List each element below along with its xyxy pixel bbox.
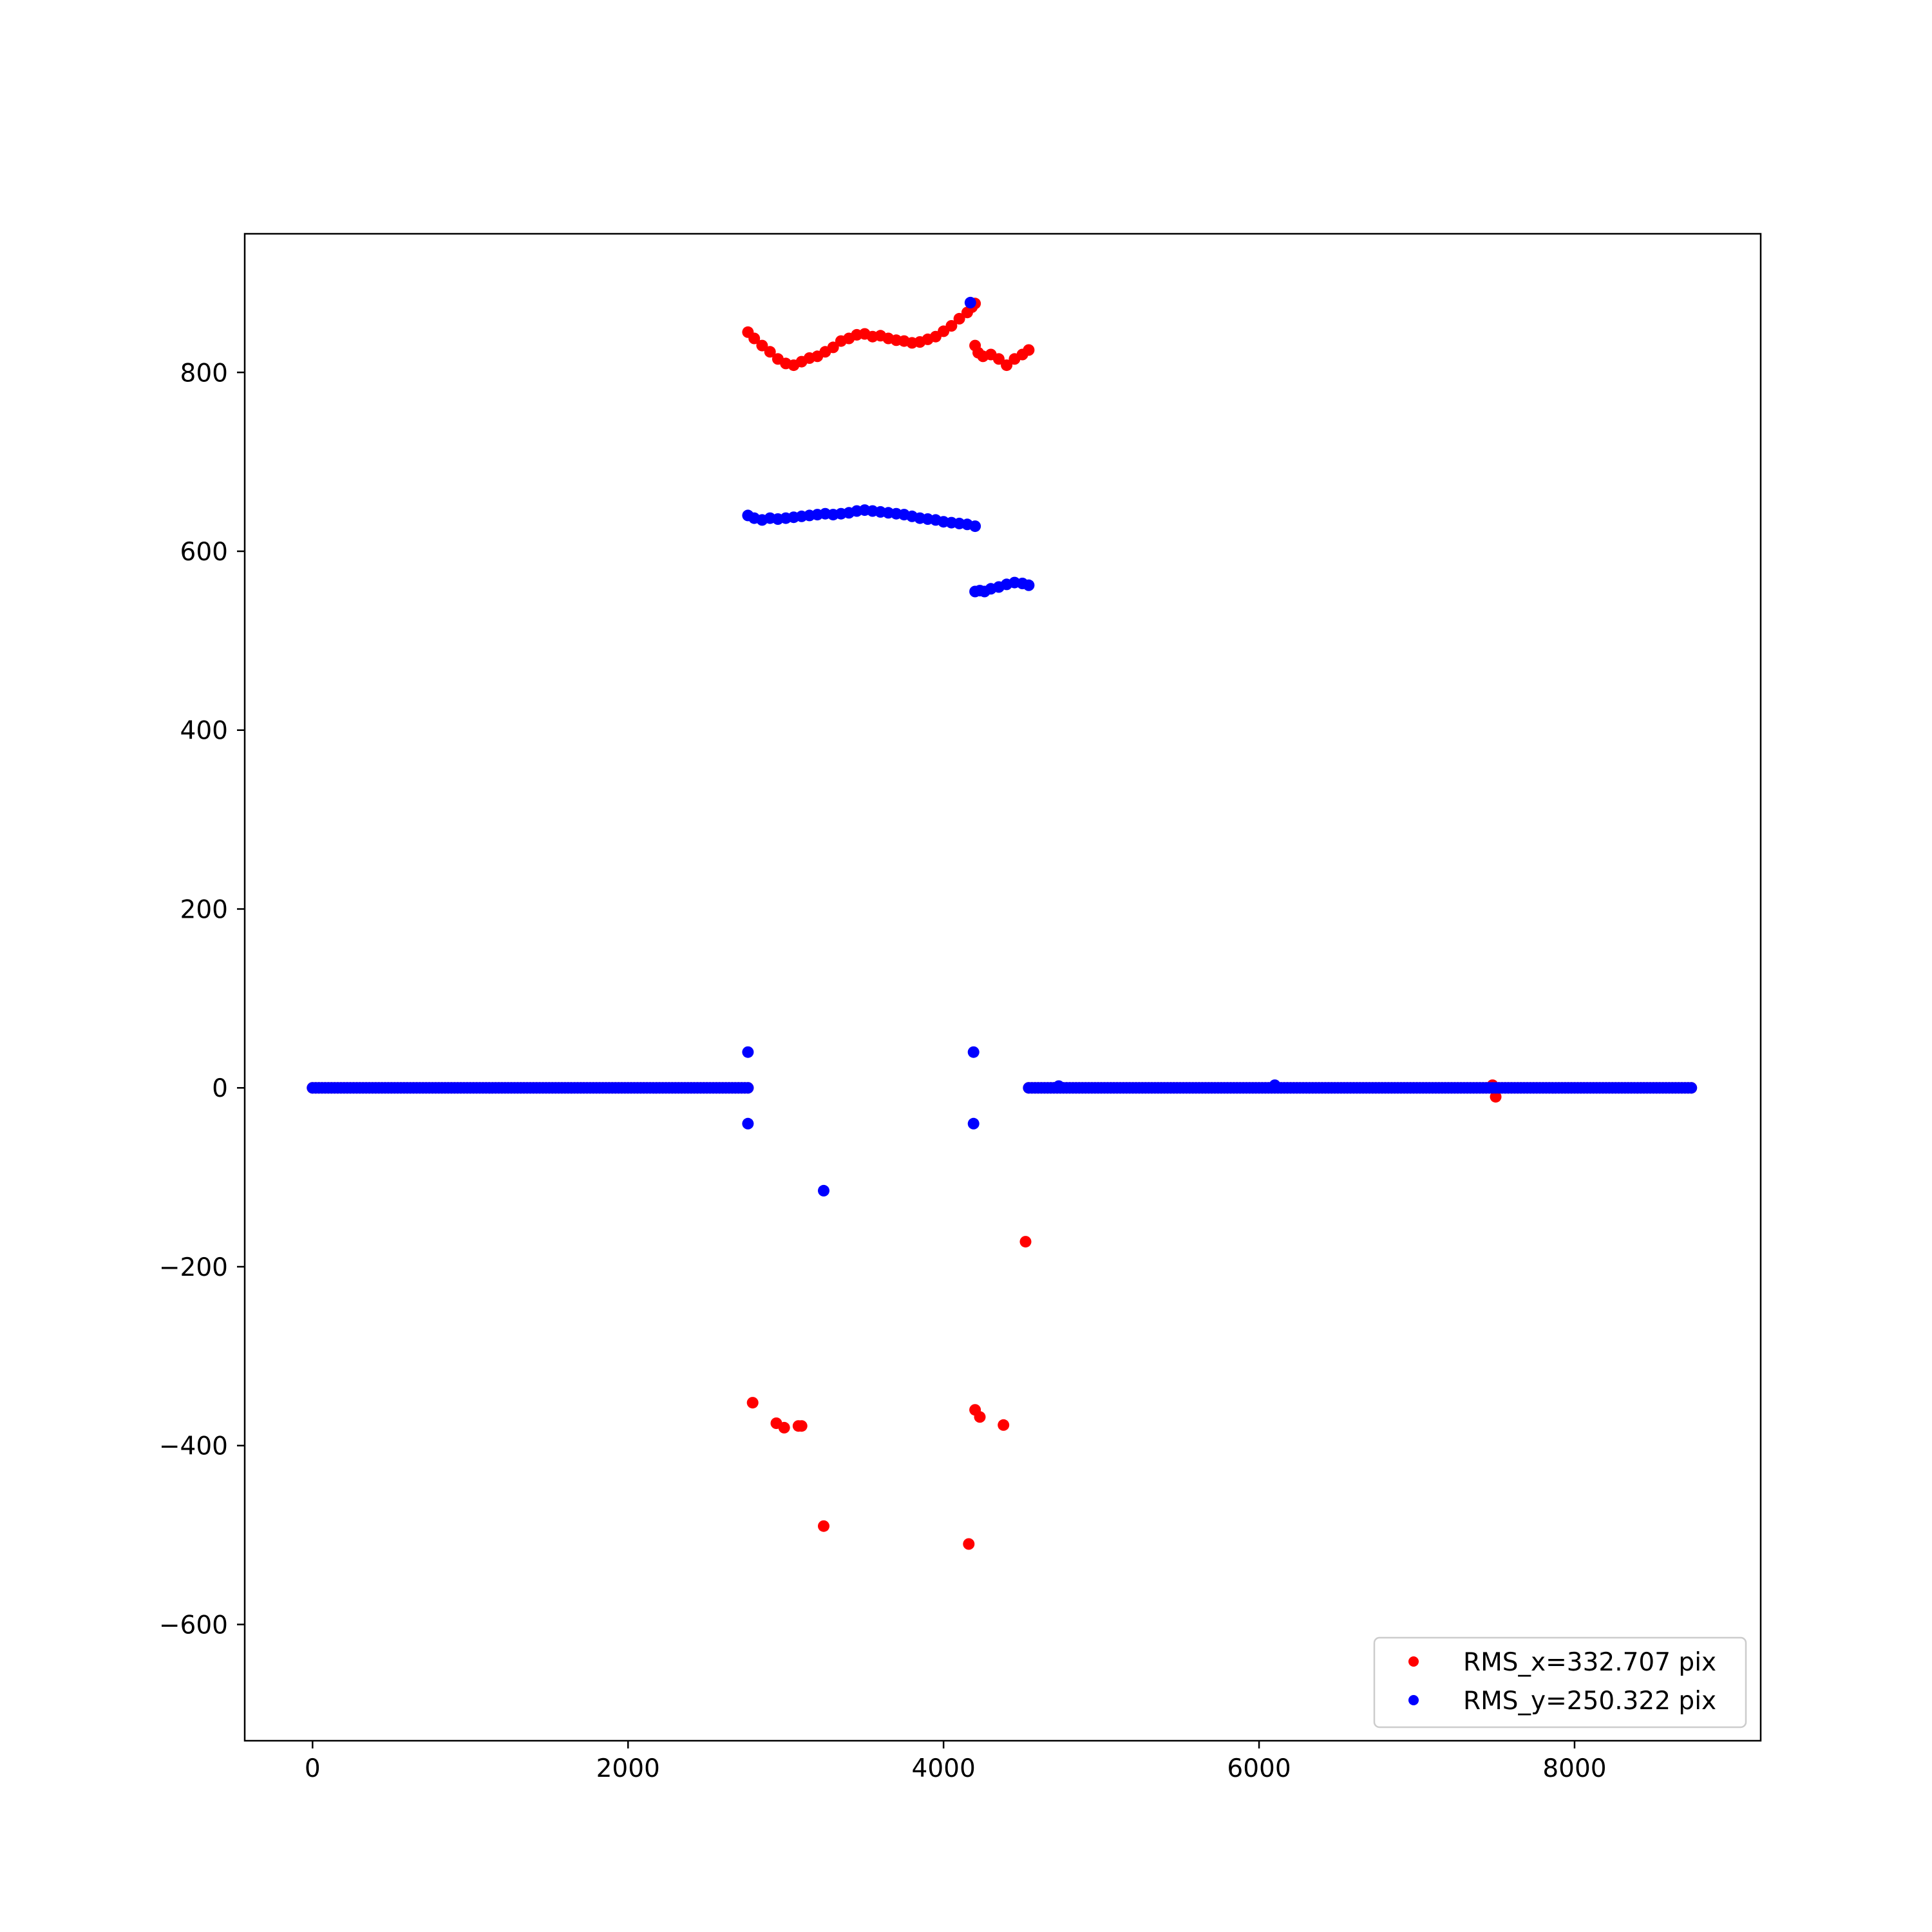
y-tick-label: −600 [159, 1611, 228, 1640]
y-tick-label: 800 [180, 359, 228, 388]
data-points [307, 296, 1698, 1550]
y-tick-label: −200 [159, 1253, 228, 1282]
y-tick-label: 600 [180, 538, 228, 567]
legend-box [1373, 1636, 1747, 1728]
data-point [963, 1538, 975, 1550]
data-point [969, 520, 981, 533]
y-tick-label: 0 [212, 1074, 228, 1103]
data-point [1685, 1082, 1698, 1094]
data-point [748, 332, 761, 345]
series-1 [307, 296, 1698, 1197]
legend-label-rms-y: RMS_y=250.322 pix [1463, 1687, 1716, 1716]
data-point [742, 1082, 754, 1094]
y-tick-label: 400 [180, 717, 228, 746]
data-point [967, 1117, 980, 1130]
y-axis: −600 −400 −200 0 200 400 600 800 [159, 359, 245, 1640]
data-point [1001, 359, 1013, 372]
y-tick-label: −400 [159, 1432, 228, 1461]
data-point [742, 1046, 754, 1058]
data-point [1053, 1080, 1065, 1092]
x-axis: 0 2000 4000 6000 8000 [305, 1741, 1607, 1783]
data-point [746, 1397, 759, 1409]
data-point [827, 341, 839, 354]
x-tick-label: 4000 [912, 1754, 976, 1783]
y-tick-label: 200 [180, 895, 228, 924]
data-point [1023, 344, 1035, 356]
legend-label-rms-x: RMS_x=332.707 pix [1463, 1648, 1716, 1677]
data-point [945, 320, 958, 332]
data-point [998, 1419, 1010, 1431]
x-tick-label: 2000 [596, 1754, 660, 1783]
legend: RMS_x=332.707 pix RMS_y=250.322 pix [1373, 1636, 1747, 1728]
data-point [764, 346, 776, 358]
data-point [1490, 1091, 1502, 1103]
legend-marker-rms-x [1408, 1656, 1419, 1667]
plot-background [245, 234, 1761, 1741]
data-point [974, 1411, 986, 1423]
data-point [1019, 1236, 1032, 1248]
data-point [756, 339, 768, 352]
data-point [953, 312, 965, 325]
legend-marker-rms-y [1408, 1695, 1419, 1705]
x-tick-label: 6000 [1227, 1754, 1291, 1783]
data-point [1269, 1079, 1281, 1092]
data-point [778, 1421, 790, 1434]
data-point [818, 1520, 829, 1532]
data-point [964, 296, 976, 308]
data-point [967, 1046, 980, 1058]
x-tick-label: 0 [305, 1754, 321, 1783]
plot-frame [243, 232, 1762, 1742]
data-point [1023, 579, 1035, 591]
data-point [795, 1420, 808, 1432]
data-point [992, 353, 1005, 365]
data-point [818, 1184, 829, 1197]
x-tick-label: 8000 [1542, 1754, 1606, 1783]
data-point [742, 1117, 754, 1130]
